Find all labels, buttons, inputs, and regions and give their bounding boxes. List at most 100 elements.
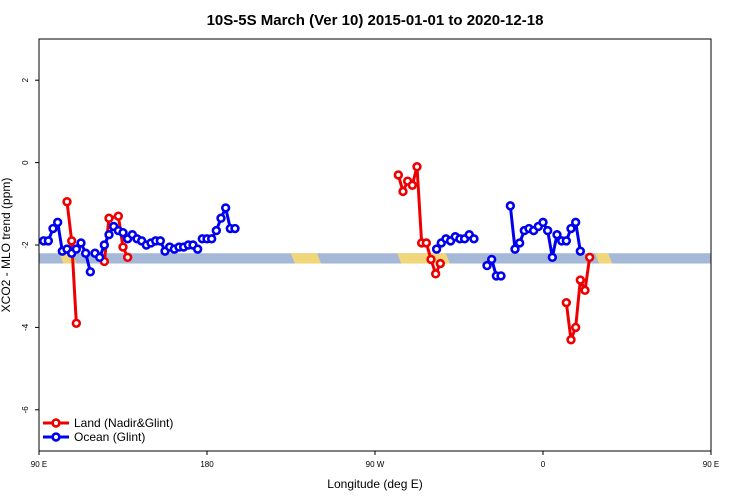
chart-title: 10S-5S March (Ver 10) 2015-01-01 to 2020… xyxy=(207,12,544,29)
legend: Land (Nadir&Glint)Ocean (Glint) xyxy=(43,416,173,444)
data-point xyxy=(220,203,231,213)
data-point xyxy=(552,230,562,240)
data-point xyxy=(570,322,581,333)
data-point xyxy=(122,252,133,263)
data-point xyxy=(575,275,586,285)
y-tick-label: -4 xyxy=(21,323,30,331)
data-point xyxy=(94,252,105,263)
data-point xyxy=(469,234,479,244)
data-point xyxy=(736,198,743,205)
data-point xyxy=(52,217,63,228)
y-tick-label: -6 xyxy=(21,406,30,414)
data-point xyxy=(547,252,558,263)
data-point xyxy=(43,236,54,246)
data-point xyxy=(206,234,217,244)
data-point xyxy=(113,211,124,221)
x-tick-label: 90 E xyxy=(31,460,47,469)
series-line xyxy=(508,205,582,259)
data-point xyxy=(426,254,436,265)
ocean-band xyxy=(39,253,711,264)
data-point xyxy=(71,318,82,328)
x-tick-label: 90 E xyxy=(703,460,719,469)
data-point xyxy=(740,237,747,244)
data-point xyxy=(118,227,128,238)
series-line xyxy=(739,202,748,324)
data-point xyxy=(514,238,525,248)
data-point xyxy=(48,223,58,234)
data-point xyxy=(412,162,422,172)
data-point xyxy=(431,244,442,254)
data-point xyxy=(496,271,506,281)
legend-label: Land (Nadir&Glint) xyxy=(74,416,173,430)
y-tick-label: 0 xyxy=(21,160,30,165)
legend-marker xyxy=(51,432,61,442)
data-point xyxy=(230,223,240,234)
series-ocean xyxy=(39,201,750,281)
data-point xyxy=(542,225,553,236)
land-band-segment xyxy=(595,253,613,264)
data-point xyxy=(71,244,82,254)
legend-item: Ocean (Glint) xyxy=(43,430,145,444)
x-tick-label: 0 xyxy=(541,460,546,469)
data-point xyxy=(430,269,441,279)
series-line xyxy=(564,257,592,342)
legend-item: Land (Nadir&Glint) xyxy=(43,416,173,430)
data-point xyxy=(85,267,96,277)
data-point xyxy=(570,217,581,228)
series-line xyxy=(424,242,442,276)
data-point xyxy=(482,260,492,271)
data-point xyxy=(566,335,576,345)
data-point xyxy=(211,225,222,236)
x-tick-label: 180 xyxy=(200,460,214,469)
data-point xyxy=(584,252,595,263)
land-band-segment xyxy=(290,253,321,264)
surface-band xyxy=(39,253,750,264)
series-layer xyxy=(39,162,750,345)
data-point xyxy=(722,237,729,244)
series-line xyxy=(720,222,743,251)
data-point xyxy=(99,240,110,250)
data-point xyxy=(435,258,446,269)
x-tick-label: 90 W xyxy=(366,460,385,469)
data-point xyxy=(486,254,497,265)
data-point xyxy=(66,236,77,246)
data-point xyxy=(561,297,572,308)
x-axis: 90 E 180 90 W 0 90 E xyxy=(31,451,719,469)
data-point xyxy=(104,230,114,240)
data-point xyxy=(575,246,586,256)
data-point xyxy=(192,244,203,254)
data-point xyxy=(731,219,738,226)
data-point xyxy=(561,236,572,246)
data-point xyxy=(407,180,418,190)
y-tick-label: -2 xyxy=(21,241,30,249)
data-point xyxy=(538,217,548,228)
data-point xyxy=(740,246,747,253)
data-point xyxy=(155,236,166,246)
series-land xyxy=(62,162,750,345)
legend-label: Ocean (Glint) xyxy=(74,430,145,444)
data-point xyxy=(118,242,128,252)
data-point xyxy=(726,225,733,232)
data-point xyxy=(393,170,404,180)
y-axis: 2 0 -2 -4 -6 xyxy=(21,77,39,413)
data-point xyxy=(80,248,91,258)
data-point xyxy=(76,238,86,248)
data-point xyxy=(421,238,432,248)
data-point xyxy=(216,213,226,223)
data-point xyxy=(505,201,516,211)
data-point xyxy=(62,197,72,207)
y-axis-label: XCO2 - MLO trend (ppm) xyxy=(0,178,13,313)
data-point xyxy=(736,248,743,255)
data-point xyxy=(510,244,520,254)
x-axis-label: Longitude (deg E) xyxy=(327,477,422,491)
data-point xyxy=(717,237,724,244)
land-band-segment xyxy=(743,253,750,263)
data-point xyxy=(398,186,408,197)
legend-marker xyxy=(51,418,61,428)
data-point xyxy=(566,223,576,234)
data-point xyxy=(580,285,590,296)
data-point xyxy=(745,320,750,327)
data-point xyxy=(745,250,750,257)
data-point xyxy=(104,213,114,223)
